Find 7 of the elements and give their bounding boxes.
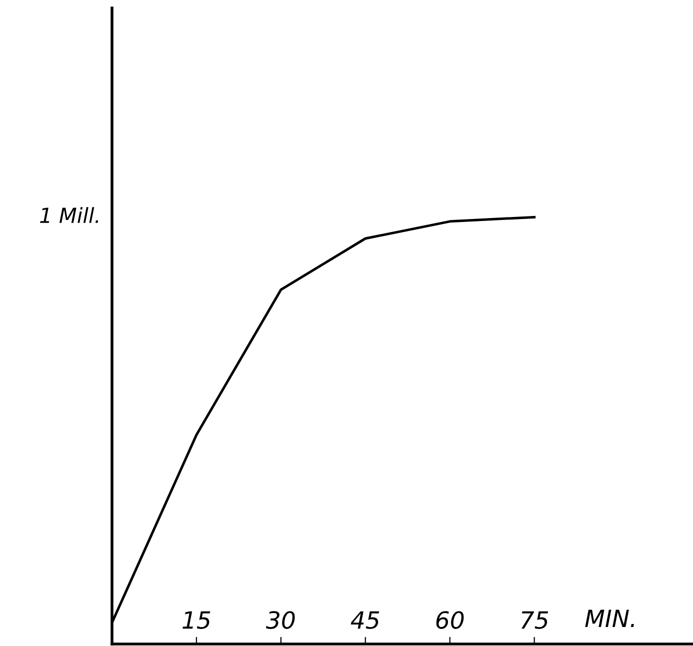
x-axis-title: MIN. [585, 610, 634, 627]
x-tick-label: 15 [182, 611, 210, 629]
x-tick-label: 60 [436, 611, 464, 629]
x-tick-label: 45 [350, 611, 380, 629]
x-tick-label: 75 [522, 611, 548, 629]
x-tick-label: 30 [266, 611, 295, 629]
text: 1 Mill. [40, 207, 98, 223]
